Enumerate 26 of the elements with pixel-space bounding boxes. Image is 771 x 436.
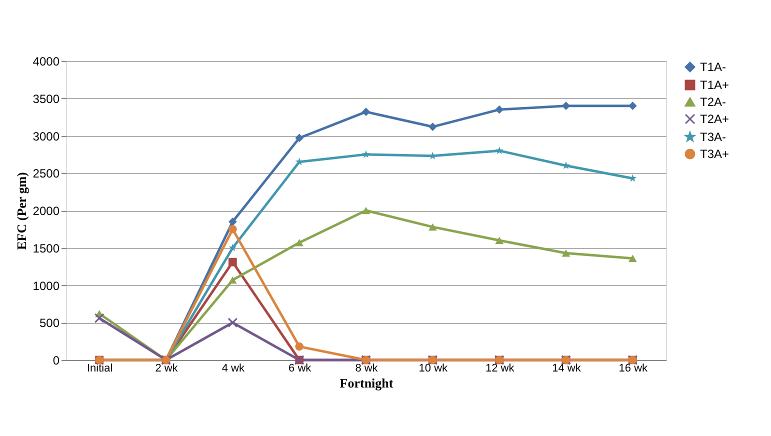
x-axis-title: Fortnight <box>340 376 394 390</box>
x-tick-label: 16 wk <box>618 362 648 374</box>
legend-label: T1A+ <box>700 78 730 92</box>
y-tick-label: 1000 <box>32 278 60 293</box>
x-tick-label: 12 wk <box>485 362 515 374</box>
y-tick-label: 3000 <box>32 129 60 144</box>
x-tick-label: 14 wk <box>552 362 582 374</box>
legend-label: T3A- <box>700 130 726 144</box>
y-tick-label: 2500 <box>32 166 60 181</box>
legend-label: T2A+ <box>700 112 730 126</box>
x-tick-label: 2 wk <box>155 362 178 374</box>
x-tick-label: Initial <box>86 362 113 374</box>
y-axis-title: EFC (Per gm) <box>14 172 29 250</box>
y-tick-label: 1500 <box>32 241 60 256</box>
legend-label: T1A- <box>700 60 726 74</box>
y-tick-label: 500 <box>39 316 60 330</box>
y-tick-label: 2000 <box>32 204 60 218</box>
y-tick-label: 0 <box>52 354 60 368</box>
legend-label: T3A+ <box>700 147 730 161</box>
x-tick-label: 8 wk <box>355 362 378 374</box>
y-tick-label: 3500 <box>32 92 60 106</box>
x-tick-label: 4 wk <box>222 362 245 374</box>
x-tick-label: 6 wk <box>288 362 312 374</box>
y-tick-label: 4000 <box>32 54 60 68</box>
x-tick-label: 10 wk <box>418 362 448 374</box>
legend-label: T2A- <box>700 95 726 109</box>
